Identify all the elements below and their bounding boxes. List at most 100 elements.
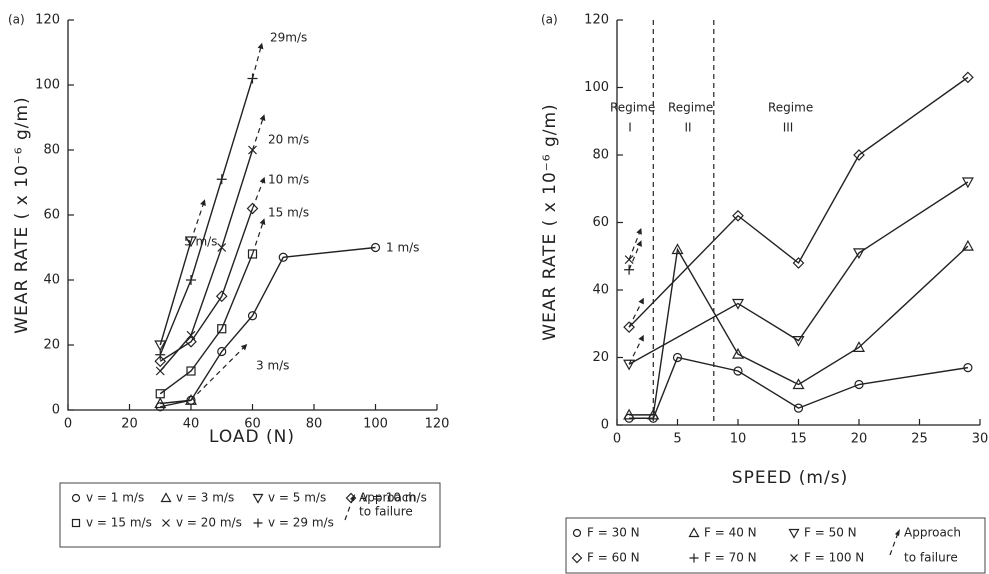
data-point	[671, 243, 684, 255]
legend-label: F = 100 N	[804, 551, 864, 565]
data-point	[154, 355, 167, 368]
failure-arrowhead	[259, 114, 266, 121]
data-point	[278, 252, 288, 262]
legend-marker	[162, 519, 170, 527]
legend-failure-arrow	[344, 497, 354, 521]
data-point	[155, 366, 165, 376]
data-point	[853, 149, 865, 161]
failure-arrow	[628, 339, 642, 365]
data-point	[963, 363, 973, 373]
data-point	[215, 290, 228, 303]
legend-label: v = 15 m/s	[86, 516, 152, 530]
y-tick-label: 80	[592, 148, 609, 163]
legend-marker	[252, 493, 264, 504]
y-tick-label: 120	[35, 13, 60, 28]
legend-failure-label: Approach	[904, 526, 961, 540]
failure-arrowhead	[638, 334, 644, 342]
data-point	[793, 403, 804, 413]
data-point	[623, 408, 636, 420]
y-tick-label: 20	[43, 338, 60, 353]
data-point	[623, 359, 636, 371]
x-tick-label: 40	[183, 417, 200, 432]
y-axis-title: WEAR RATE ( x 10⁻⁶ g/m)	[540, 103, 560, 340]
legend-label: v = 20 m/s	[176, 516, 242, 530]
data-point	[246, 202, 259, 215]
legend-marker	[253, 518, 263, 528]
series-line	[159, 78, 254, 356]
y-tick-label: 0	[601, 418, 609, 433]
data-point	[732, 209, 744, 222]
data-point	[792, 257, 805, 269]
legend-label: F = 60 N	[587, 551, 640, 565]
data-point	[962, 71, 974, 84]
regime-numeral: I	[628, 121, 632, 135]
series-line	[159, 149, 254, 372]
legend-failure-label: Approach	[359, 491, 416, 505]
x-tick-label: 0	[613, 432, 621, 447]
data-point	[186, 330, 196, 340]
series-line	[160, 246, 376, 408]
x-tick-label: 15	[790, 432, 807, 447]
x-tick-label: 0	[64, 417, 72, 432]
legend-failure-label: to failure	[904, 551, 958, 565]
data-point	[247, 311, 258, 321]
series-line	[159, 240, 192, 346]
failure-arrow	[251, 223, 264, 255]
legend-box	[565, 517, 986, 574]
failure-arrowhead	[636, 228, 642, 235]
x-axis-title: LOAD (N)	[209, 427, 295, 447]
x-tick-label: 10	[730, 432, 747, 447]
failure-arrow	[251, 119, 264, 151]
failure-arrow	[251, 48, 262, 79]
legend-marker	[788, 528, 800, 539]
series-line	[629, 356, 969, 419]
data-point	[217, 324, 227, 334]
legend-marker	[571, 552, 583, 564]
legend-marker	[689, 553, 699, 563]
series-label: 20 m/s	[268, 133, 309, 147]
regime-label: Regime	[610, 101, 655, 115]
legend-marker	[71, 493, 81, 503]
failure-arrow	[190, 347, 244, 401]
data-point	[184, 394, 198, 405]
legend-marker	[688, 527, 700, 538]
y-tick-label: 40	[592, 283, 609, 298]
failure-arrow	[190, 204, 204, 242]
series-line	[159, 208, 254, 362]
legend-failure-head	[895, 529, 900, 536]
legend-box	[59, 482, 441, 548]
data-point	[155, 389, 165, 399]
legend-label: v = 29 m/s	[268, 516, 334, 530]
regime-label: Regime	[668, 101, 713, 115]
data-point	[154, 397, 167, 409]
panel-label: (a)	[8, 13, 25, 27]
data-point	[154, 340, 167, 352]
data-point	[186, 366, 196, 376]
failure-arrowhead	[636, 240, 642, 247]
data-point	[647, 408, 660, 420]
x-tick-label: 20	[121, 417, 138, 432]
x-tick-label: 120	[425, 417, 450, 432]
series-label: 15 m/s	[268, 206, 309, 220]
series-line	[628, 76, 969, 328]
legend-label: F = 30 N	[587, 526, 640, 540]
failure-arrowhead	[240, 344, 248, 351]
data-point	[247, 249, 258, 259]
legend-label: F = 70 N	[704, 551, 757, 565]
data-point	[733, 366, 743, 376]
legend-label: v = 5 m/s	[268, 491, 326, 505]
legend-label: F = 50 N	[804, 526, 857, 540]
y-tick-label: 100	[584, 80, 609, 95]
series-label: 29m/s	[270, 31, 307, 45]
failure-arrowhead	[259, 218, 266, 225]
data-point	[216, 174, 227, 185]
data-point	[217, 346, 227, 357]
legend-marker	[790, 554, 798, 562]
y-tick-label: 20	[592, 350, 609, 365]
data-point	[186, 275, 196, 285]
data-point	[961, 239, 974, 251]
series-line	[159, 253, 254, 395]
data-point	[792, 378, 805, 390]
data-point	[731, 347, 745, 359]
